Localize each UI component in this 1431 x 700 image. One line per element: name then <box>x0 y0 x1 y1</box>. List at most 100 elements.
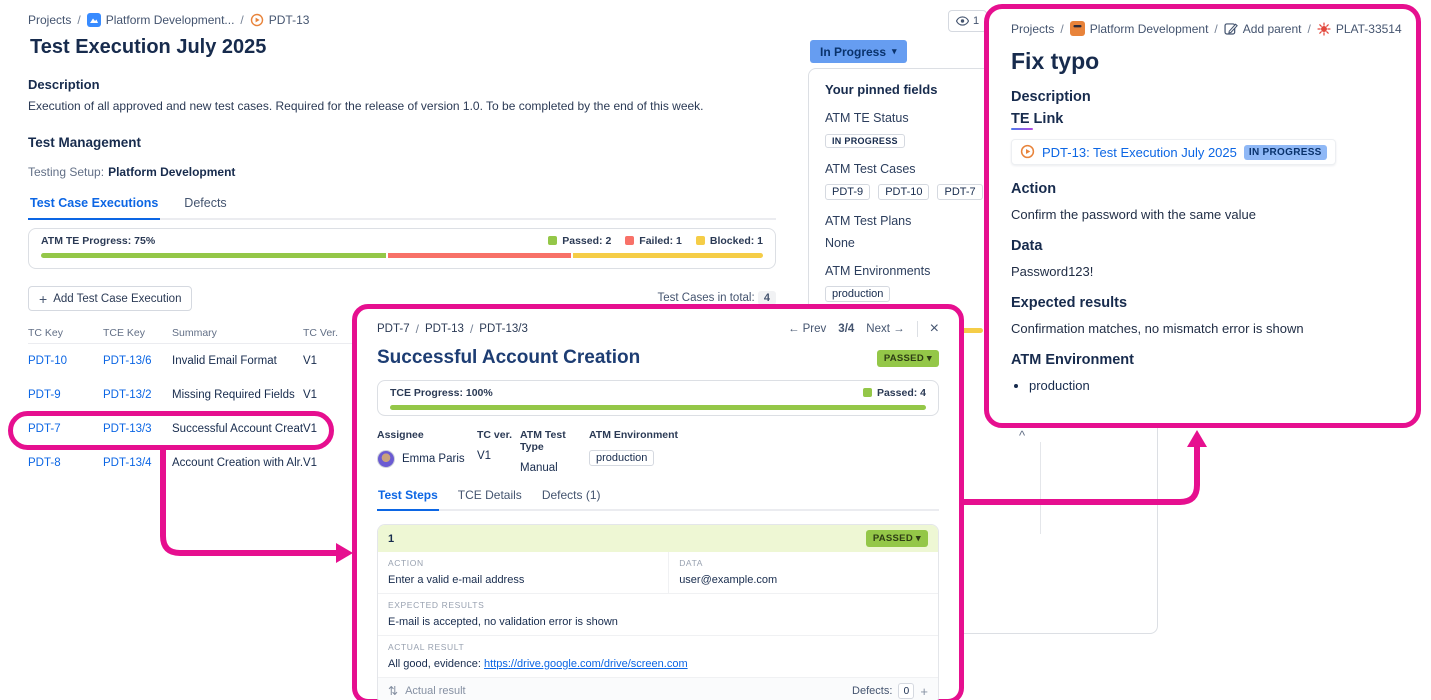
actual-result-placeholder[interactable]: Actual result <box>405 685 466 697</box>
next-button[interactable]: Next → <box>866 323 905 335</box>
tab-tce-details[interactable]: TCE Details <box>457 488 522 502</box>
assignee-label: Assignee <box>377 429 424 441</box>
test-case-chip[interactable]: PDT-9 <box>825 184 871 200</box>
actual-result-label: ACTUAL RESULT <box>388 642 465 652</box>
tc-key-link[interactable]: PDT-9 <box>28 389 61 401</box>
tab-defects[interactable]: Defects (1) <box>541 488 601 502</box>
panel-breadcrumb-issue[interactable]: PLAT-33514 <box>1335 21 1402 36</box>
data-text: Password123! <box>1011 264 1094 279</box>
table-row-selected[interactable]: PDT-7 PDT-13/3 Successful Account Creat.… <box>28 412 776 446</box>
te-status-chip: IN PROGRESS <box>825 134 905 148</box>
te-link-text[interactable]: PDT-13: Test Execution July 2025 <box>1042 144 1237 160</box>
testing-setup: Testing Setup: Platform Development <box>28 165 235 179</box>
total-count-badge: 4 <box>757 291 776 305</box>
add-defect-icon[interactable]: + <box>920 683 928 699</box>
tce-key-link[interactable]: PDT-13/4 <box>103 457 152 469</box>
tc-key-link[interactable]: PDT-8 <box>28 457 61 469</box>
panel-breadcrumb: Projects / Platform Development / Add pa… <box>1011 21 1402 36</box>
summary-cell[interactable]: Invalid Email Format <box>172 355 277 367</box>
table-row[interactable]: PDT-10 PDT-13/6 Invalid Email Format V1 <box>28 344 776 378</box>
watchers-button[interactable]: 1 <box>948 10 988 32</box>
in-progress-badge: IN PROGRESS <box>1243 144 1327 160</box>
step-number: 1 <box>388 532 395 545</box>
testing-setup-value: Platform Development <box>108 165 236 179</box>
progress-passed-segment <box>41 253 386 258</box>
breadcrumb-separator: / <box>240 13 244 27</box>
modal-breadcrumb-item[interactable]: PDT-7 <box>377 323 410 335</box>
panel-breadcrumb-add-parent[interactable]: Add parent <box>1242 21 1302 36</box>
breadcrumb: Projects / Platform Development... / PDT… <box>28 13 309 27</box>
progress-failed-segment <box>387 253 571 258</box>
atm-environments-label: ATM Environments <box>825 264 931 278</box>
step-status-dropdown[interactable]: PASSED ▾ <box>865 530 928 547</box>
test-type-label: ATM Test Type <box>520 429 566 453</box>
defects-count[interactable]: 0 <box>898 683 915 699</box>
environment-item: production <box>1029 378 1394 393</box>
summary-cell[interactable]: Account Creation with Alr... <box>172 457 303 469</box>
breadcrumb-projects[interactable]: Projects <box>28 13 72 27</box>
expected-results-heading: Expected results <box>1011 295 1128 311</box>
modal-title: Successful Account Creation <box>377 347 641 368</box>
summary-cell[interactable]: Missing Required Fields <box>172 389 295 401</box>
bug-icon <box>1317 21 1331 36</box>
table-row[interactable]: PDT-9 PDT-13/2 Missing Required Fields V… <box>28 378 776 412</box>
expected-results-value: E-mail is accepted, no validation error … <box>388 616 618 628</box>
panel-description-heading: Description <box>1011 89 1091 105</box>
te-link-card[interactable]: PDT-13: Test Execution July 2025 IN PROG… <box>1011 139 1336 165</box>
modal-breadcrumb: PDT-7 / PDT-13 / PDT-13/3 <box>377 322 528 336</box>
tce-detail-modal: PDT-7 / PDT-13 / PDT-13/3 ← Prev 3/4 Nex… <box>352 304 964 700</box>
tab-defects[interactable]: Defects <box>184 196 227 210</box>
test-cases-total: Test Cases in total: 4 <box>640 291 776 305</box>
breadcrumb-project[interactable]: Platform Development... <box>105 13 235 27</box>
expected-results-label: EXPECTED RESULTS <box>388 600 485 610</box>
modal-breadcrumb-item[interactable]: PDT-13/3 <box>479 323 528 335</box>
tc-key-link[interactable]: PDT-10 <box>28 355 67 367</box>
panel-breadcrumb-project[interactable]: Platform Development <box>1089 21 1209 36</box>
description-heading: Description <box>28 77 100 92</box>
tce-status-dropdown[interactable]: PASSED ▾ <box>876 349 939 367</box>
pinned-fields-heading: Your pinned fields <box>825 82 938 97</box>
te-link-heading: TE Link <box>1011 111 1064 130</box>
modal-tabs: Test Steps TCE Details Defects (1) <box>377 488 939 511</box>
test-case-chip[interactable]: PDT-7 <box>937 184 983 200</box>
breadcrumb-issue[interactable]: PDT-13 <box>268 13 310 27</box>
actual-result-value: All good, evidence: https://drive.google… <box>388 658 688 670</box>
legend-blocked: Blocked: 1 <box>695 235 763 247</box>
atm-te-status-label: ATM TE Status <box>825 111 909 125</box>
action-text: Confirm the password with the same value <box>1011 207 1256 222</box>
blocked-swatch <box>695 236 705 245</box>
plus-icon: + <box>39 290 48 307</box>
main-page: Projects / Platform Development... / PDT… <box>28 10 988 469</box>
status-dropdown-button[interactable]: In Progress ▾ <box>810 40 907 63</box>
pagination-counter: 3/4 <box>838 323 855 335</box>
tce-passed-segment <box>390 405 926 410</box>
atm-environment-heading: ATM Environment <box>1011 352 1134 368</box>
progress-blocked-segment <box>572 253 763 258</box>
collapse-chevron-icon[interactable]: ^ <box>1019 428 1026 443</box>
test-management-heading: Test Management <box>28 135 142 150</box>
tce-progress-bar <box>390 405 926 410</box>
main-tabs: Test Case Executions Defects <box>28 194 776 220</box>
panel-breadcrumb-projects[interactable]: Projects <box>1011 21 1055 36</box>
page-title: Test Execution July 2025 <box>30 36 267 58</box>
tce-key-link[interactable]: PDT-13/3 <box>103 423 152 435</box>
prev-button[interactable]: ← Prev <box>787 323 827 335</box>
test-plans-value: None <box>825 236 855 250</box>
drag-handle-icon[interactable]: ⇅ <box>388 684 399 698</box>
tc-ver-label: TC ver. <box>477 429 513 441</box>
tab-test-steps[interactable]: Test Steps <box>377 488 439 511</box>
test-execution-icon <box>250 13 264 27</box>
summary-cell[interactable]: Successful Account Creat... <box>172 423 303 435</box>
evidence-link[interactable]: https://drive.google.com/drive/screen.co… <box>484 658 688 670</box>
add-test-case-execution-button[interactable]: + Add Test Case Execution <box>28 286 193 311</box>
modal-breadcrumb-item[interactable]: PDT-13 <box>424 323 464 335</box>
environment-chip: production <box>825 286 891 302</box>
test-case-chip[interactable]: PDT-10 <box>878 184 930 200</box>
tc-key-link[interactable]: PDT-7 <box>28 423 61 435</box>
tce-key-link[interactable]: PDT-13/2 <box>103 389 152 401</box>
defects-label: Defects: <box>852 685 893 697</box>
close-icon[interactable]: × <box>929 320 939 337</box>
te-progress-bar <box>41 253 763 258</box>
tab-test-case-executions[interactable]: Test Case Executions <box>28 194 161 220</box>
tce-key-link[interactable]: PDT-13/6 <box>103 355 152 367</box>
